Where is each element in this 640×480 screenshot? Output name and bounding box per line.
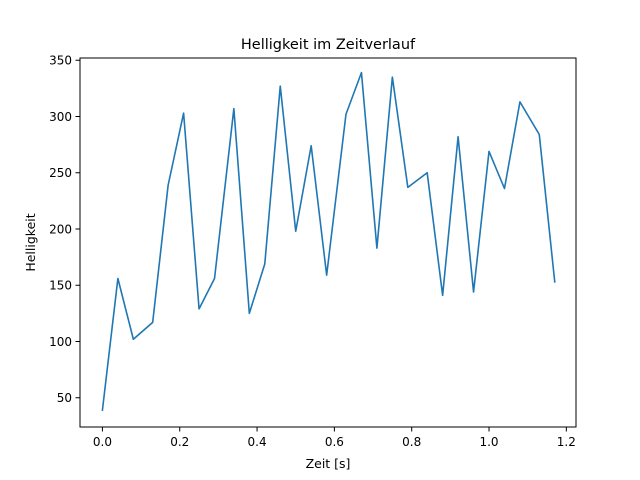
plot-frame — [79, 57, 577, 428]
x-tick-label: 0.2 — [170, 435, 189, 449]
x-tick-label: 0.0 — [93, 435, 112, 449]
y-tick-label: 100 — [49, 335, 72, 349]
series-line-0 — [101, 71, 556, 412]
y-axis-ticks: 50 100 150 200 250 300 350 — [49, 54, 80, 405]
y-tick-label: 250 — [49, 166, 72, 180]
chart-title: Helligkeit im Zeitverlauf — [241, 37, 416, 53]
plot-area — [80, 58, 576, 427]
x-tick-label: 0.6 — [325, 435, 344, 449]
x-tick-label: 1.2 — [557, 435, 576, 449]
series-layer — [101, 71, 556, 412]
x-axis-ticks: 0.0 0.2 0.4 0.6 0.8 1.0 1.2 — [93, 427, 576, 449]
y-tick-label: 150 — [49, 279, 72, 293]
x-axis-label: Zeit [s] — [306, 456, 351, 471]
x-tick-label: 1.0 — [479, 435, 498, 449]
x-tick-label: 0.8 — [402, 435, 421, 449]
y-tick-label: 350 — [49, 54, 72, 68]
y-tick-label: 50 — [57, 391, 72, 405]
y-axis-label: Helligkeit — [23, 213, 38, 271]
x-tick-label: 0.4 — [248, 435, 267, 449]
y-tick-label: 200 — [49, 222, 72, 236]
y-tick-label: 300 — [49, 110, 72, 124]
